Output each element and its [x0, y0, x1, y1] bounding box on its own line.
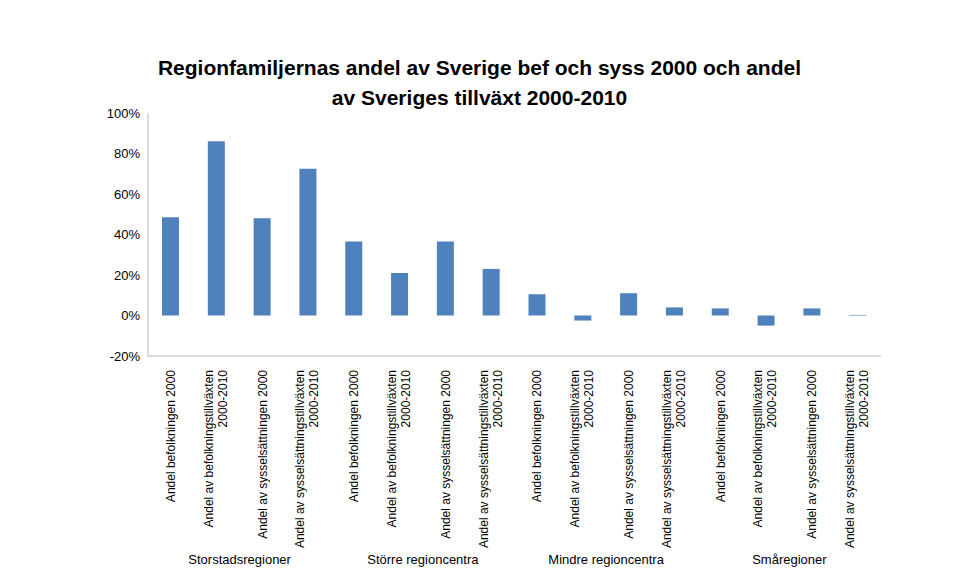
svg-text:Andel av befolkningstillväxten: Andel av befolkningstillväxten2000-2010: [202, 370, 230, 528]
svg-text:Andel av sysselsättningen 2000: Andel av sysselsättningen 2000: [256, 370, 270, 539]
svg-text:20%: 20%: [114, 268, 140, 283]
svg-text:Andel befolkningen 2000: Andel befolkningen 2000: [714, 370, 728, 502]
svg-text:Andel av befolkningstillväxten: Andel av befolkningstillväxten2000-2010: [385, 370, 413, 528]
svg-text:Andel av befolkningstillväxten: Andel av befolkningstillväxten2000-2010: [568, 370, 596, 528]
svg-text:Andel av sysselsättningstillvä: Andel av sysselsättningstillväxten2000-2…: [843, 370, 871, 548]
svg-text:-20%: -20%: [110, 349, 141, 364]
html-text:Regionfamiljernas andel av Sve: Regionfamiljernas andel av Sverige bef o…: [157, 56, 801, 109]
svg-text:100%: 100%: [107, 106, 141, 121]
svg-text:Småregioner: Småregioner: [752, 552, 827, 567]
svg-text:Andel befolkningen 2000: Andel befolkningen 2000: [164, 370, 178, 502]
svg-text:60%: 60%: [114, 187, 140, 202]
svg-text:Andel av befolkningstillväxten: Andel av befolkningstillväxten2000-2010: [751, 370, 779, 528]
svg-text:Andel av sysselsättningstillvä: Andel av sysselsättningstillväxten2000-2…: [660, 370, 688, 548]
svg-text:Andel av sysselsättningen 2000: Andel av sysselsättningen 2000: [622, 370, 636, 539]
svg-text:Andel av sysselsättningstillvä: Andel av sysselsättningstillväxten2000-2…: [293, 370, 321, 548]
svg-text:Andel av sysselsättningen 2000: Andel av sysselsättningen 2000: [805, 370, 819, 539]
svg-text:Andel befolkningen 2000: Andel befolkningen 2000: [530, 370, 544, 502]
svg-text:Andel befolkningen 2000: Andel befolkningen 2000: [347, 370, 361, 502]
svg-text:Storstadsregioner: Storstadsregioner: [188, 552, 291, 567]
svg-text:Större regioncentra: Större regioncentra: [367, 552, 479, 567]
svg-text:40%: 40%: [114, 227, 140, 242]
svg-text:80%: 80%: [114, 146, 140, 161]
svg-text:0%: 0%: [121, 308, 140, 323]
svg-text:Andel av sysselsättningen 2000: Andel av sysselsättningen 2000: [439, 370, 453, 539]
svg-text:Andel av sysselsättningstillvä: Andel av sysselsättningstillväxten2000-2…: [477, 370, 505, 548]
svg-text:Mindre regioncentra: Mindre regioncentra: [548, 552, 664, 567]
